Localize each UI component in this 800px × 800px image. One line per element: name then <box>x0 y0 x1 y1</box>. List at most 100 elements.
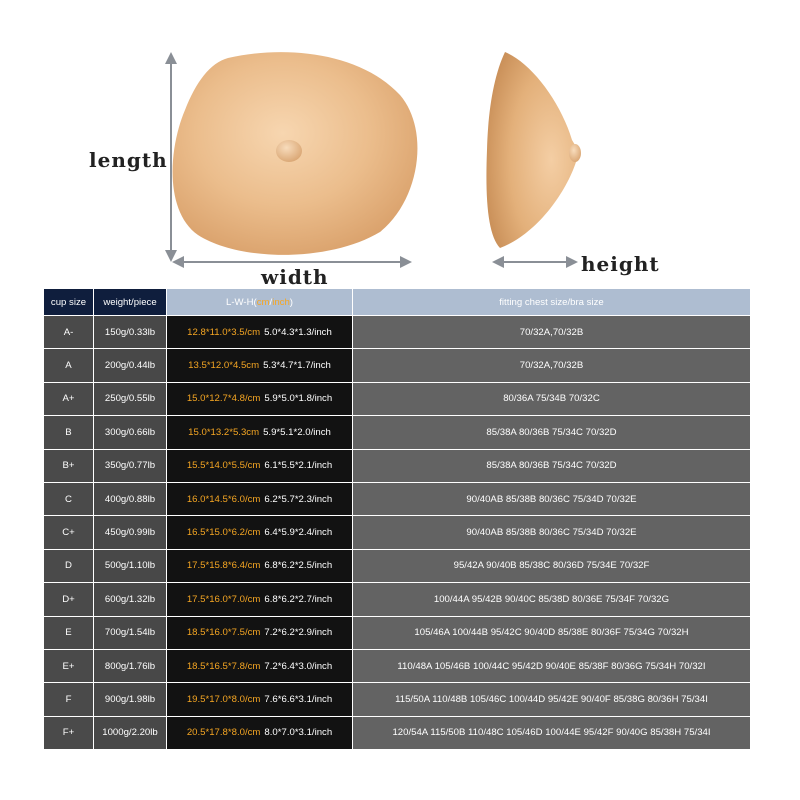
fitting-cell: 95/42A 90/40B 85/38C 80/36D 75/34E 70/32… <box>352 548 751 584</box>
cup-size-cell: A+ <box>43 381 94 417</box>
weight-cell: 500g/1.10lb <box>93 548 167 584</box>
cup-size-cell: B <box>43 415 94 450</box>
lwh-cell: 19.5*17.0*8.0/cm 7.6*6.6*3.1/inch <box>166 682 353 717</box>
lwh-cell: 20.5*17.8*8.0/cm 8.0*7.0*3.1/inch <box>166 715 353 751</box>
width-arrow <box>172 256 412 268</box>
cup-size-cell: D+ <box>43 582 94 617</box>
lwh-inch-value: 7.2*6.2*2.9/inch <box>264 627 333 639</box>
weight-cell: 300g/0.66lb <box>93 415 167 450</box>
side-view-shape <box>486 52 579 248</box>
lwh-cm-value: 12.8*11.0*3.5/cm <box>187 326 261 338</box>
lwh-cm-value: 19.5*17.0*8.0/cm <box>186 693 261 705</box>
fitting-cell: 100/44A 95/42B 90/40C 85/38D 80/36E 75/3… <box>352 582 751 617</box>
lwh-cell: 15.0*12.7*4.8/cm 5.9*5.0*1.8/inch <box>166 381 353 417</box>
cup-size-cell: C+ <box>43 515 94 550</box>
fitting-cell: 90/40AB 85/38B 80/36C 75/34D 70/32E <box>352 515 751 550</box>
header-lwh-inch: inch <box>272 296 290 308</box>
table-row: E+ 800g/1.76lb 18.5*16.5*7.8/cm 7.2*6.4*3.0… <box>43 648 751 684</box>
header-cup-size: cup size <box>43 288 94 316</box>
weight-cell: 400g/0.88lb <box>93 481 167 517</box>
fitting-cell: 110/48A 105/46B 100/44C 95/42D 90/40E 85… <box>352 648 751 684</box>
lwh-inch-value: 8.0*7.0*3.1/inch <box>264 727 333 739</box>
table-header-row: cup size weight/piece L-W-H(cm/inch) fit… <box>43 288 751 316</box>
weight-cell: 200g/0.44lb <box>93 348 167 383</box>
height-label: height <box>581 252 660 276</box>
table-row: D 500g/1.10lb 17.5*15.8*6.4/cm 6.8*6.2*2.5/… <box>43 548 751 584</box>
weight-cell: 800g/1.76lb <box>93 648 167 684</box>
table-row: C 400g/0.88lb 16.0*14.5*6.0/cm 6.2*5.7*2.3/… <box>43 481 751 517</box>
cup-size-cell: E+ <box>43 648 94 684</box>
lwh-cell: 17.5*16.0*7.0/cm 6.8*6.2*2.7/inch <box>166 582 353 617</box>
cup-size-cell: C <box>43 481 94 517</box>
side-view-nipple <box>569 144 581 162</box>
cup-size-cell: A- <box>43 314 94 350</box>
table-body: A- 150g/0.33lb 12.8*11.0*3.5/cm 5.0*4.3*1.3… <box>43 314 751 751</box>
lwh-inch-value: 6.8*6.2*2.7/inch <box>264 593 333 605</box>
lwh-inch-value: 7.2*6.4*3.0/inch <box>264 660 333 672</box>
lwh-cell: 16.0*14.5*6.0/cm 6.2*5.7*2.3/inch <box>166 481 353 517</box>
header-lwh-cm: cm <box>256 296 270 308</box>
weight-cell: 450g/0.99lb <box>93 515 167 550</box>
width-label: width <box>261 265 329 289</box>
table-row: D+ 600g/1.32lb 17.5*16.0*7.0/cm 6.8*6.2*2.7… <box>43 582 751 617</box>
weight-cell: 250g/0.55lb <box>93 381 167 417</box>
cup-size-cell: E <box>43 615 94 650</box>
header-lwh-suffix: ) <box>289 296 293 308</box>
breast-form-drawing <box>165 52 581 268</box>
fitting-cell: 85/38A 80/36B 75/34C 70/32D <box>352 448 751 483</box>
table-row: C+ 450g/0.99lb 16.5*15.0*6.2/cm 6.4*5.9*2.4… <box>43 515 751 550</box>
lwh-cell: 18.5*16.5*7.8/cm 7.2*6.4*3.0/inch <box>166 648 353 684</box>
lwh-cm-value: 15.5*14.0*5.5/cm <box>186 460 261 472</box>
lwh-cell: 13.5*12.0*4.5cm 5.3*4.7*1.7/inch <box>166 348 353 383</box>
lwh-cm-value: 16.5*15.0*6.2/cm <box>186 527 261 539</box>
lwh-inch-value: 5.0*4.3*1.3/inch <box>264 326 332 338</box>
table-row: A+ 250g/0.55lb 15.0*12.7*4.8/cm 5.9*5.0*1.8… <box>43 381 751 417</box>
lwh-cm-value: 15.0*13.2*5.3cm <box>188 426 260 438</box>
lwh-inch-value: 6.1*5.5*2.1/inch <box>264 460 333 472</box>
length-arrow <box>165 52 177 262</box>
fitting-cell: 105/46A 100/44B 95/42C 90/40D 85/38E 80/… <box>352 615 751 650</box>
product-illustration: length width height <box>0 0 800 289</box>
lwh-cell: 16.5*15.0*6.2/cm 6.4*5.9*2.4/inch <box>166 515 353 550</box>
fitting-cell: 85/38A 80/36B 75/34C 70/32D <box>352 415 751 450</box>
cup-size-cell: F <box>43 682 94 717</box>
fitting-cell: 120/54A 115/50B 110/48C 105/46D 100/44E … <box>352 715 751 751</box>
weight-cell: 150g/0.33lb <box>93 314 167 350</box>
lwh-cell: 17.5*15.8*6.4/cm 6.8*6.2*2.5/inch <box>166 548 353 584</box>
table-row: A- 150g/0.33lb 12.8*11.0*3.5/cm 5.0*4.3*1.3… <box>43 314 751 350</box>
lwh-inch-value: 5.9*5.1*2.0/inch <box>263 426 331 438</box>
weight-cell: 900g/1.98lb <box>93 682 167 717</box>
fitting-cell: 70/32A,70/32B <box>352 314 751 350</box>
lwh-cm-value: 18.5*16.5*7.8/cm <box>186 660 261 672</box>
table-row: B+ 350g/0.77lb 15.5*14.0*5.5/cm 6.1*5.5*2.1… <box>43 448 751 483</box>
fitting-cell: 90/40AB 85/38B 80/36C 75/34D 70/32E <box>352 481 751 517</box>
fitting-cell: 115/50A 110/48B 105/46C 100/44D 95/42E 9… <box>352 682 751 717</box>
header-weight: weight/piece <box>93 288 167 316</box>
table-row: B 300g/0.66lb 15.0*13.2*5.3cm 5.9*5.1*2.0/i… <box>43 415 751 450</box>
lwh-cm-value: 18.5*16.0*7.5/cm <box>186 627 261 639</box>
lwh-inch-value: 6.2*5.7*2.3/inch <box>264 493 333 505</box>
header-fitting: fitting chest size/bra size <box>352 288 751 316</box>
header-lwh: L-W-H(cm/inch) <box>166 288 353 316</box>
lwh-cell: 18.5*16.0*7.5/cm 7.2*6.2*2.9/inch <box>166 615 353 650</box>
weight-cell: 350g/0.77lb <box>93 448 167 483</box>
table-row: F+ 1000g/2.20lb 20.5*17.8*8.0/cm 8.0*7.0*3.… <box>43 715 751 751</box>
fitting-cell: 80/36A 75/34B 70/32C <box>352 381 751 417</box>
size-chart: cup size weight/piece L-W-H(cm/inch) fit… <box>43 288 751 751</box>
lwh-cm-value: 15.0*12.7*4.8/cm <box>186 393 261 405</box>
header-lwh-prefix: L-W-H( <box>225 296 257 308</box>
lwh-inch-value: 7.6*6.6*3.1/inch <box>264 693 333 705</box>
weight-cell: 600g/1.32lb <box>93 582 167 617</box>
cup-size-cell: D <box>43 548 94 584</box>
lwh-inch-value: 5.9*5.0*1.8/inch <box>264 393 333 405</box>
table-row: F 900g/1.98lb 19.5*17.0*8.0/cm 7.6*6.6*3.1/… <box>43 682 751 717</box>
lwh-cm-value: 13.5*12.0*4.5cm <box>188 360 260 372</box>
cup-size-cell: A <box>43 348 94 383</box>
header-lwh-slash: / <box>269 296 273 308</box>
height-arrow <box>492 256 578 268</box>
weight-cell: 1000g/2.20lb <box>93 715 167 751</box>
size-table: cup size weight/piece L-W-H(cm/inch) fit… <box>43 288 751 751</box>
lwh-cell: 15.0*13.2*5.3cm 5.9*5.1*2.0/inch <box>166 415 353 450</box>
lwh-inch-value: 6.8*6.2*2.5/inch <box>264 560 333 572</box>
front-view-nipple <box>276 140 302 162</box>
